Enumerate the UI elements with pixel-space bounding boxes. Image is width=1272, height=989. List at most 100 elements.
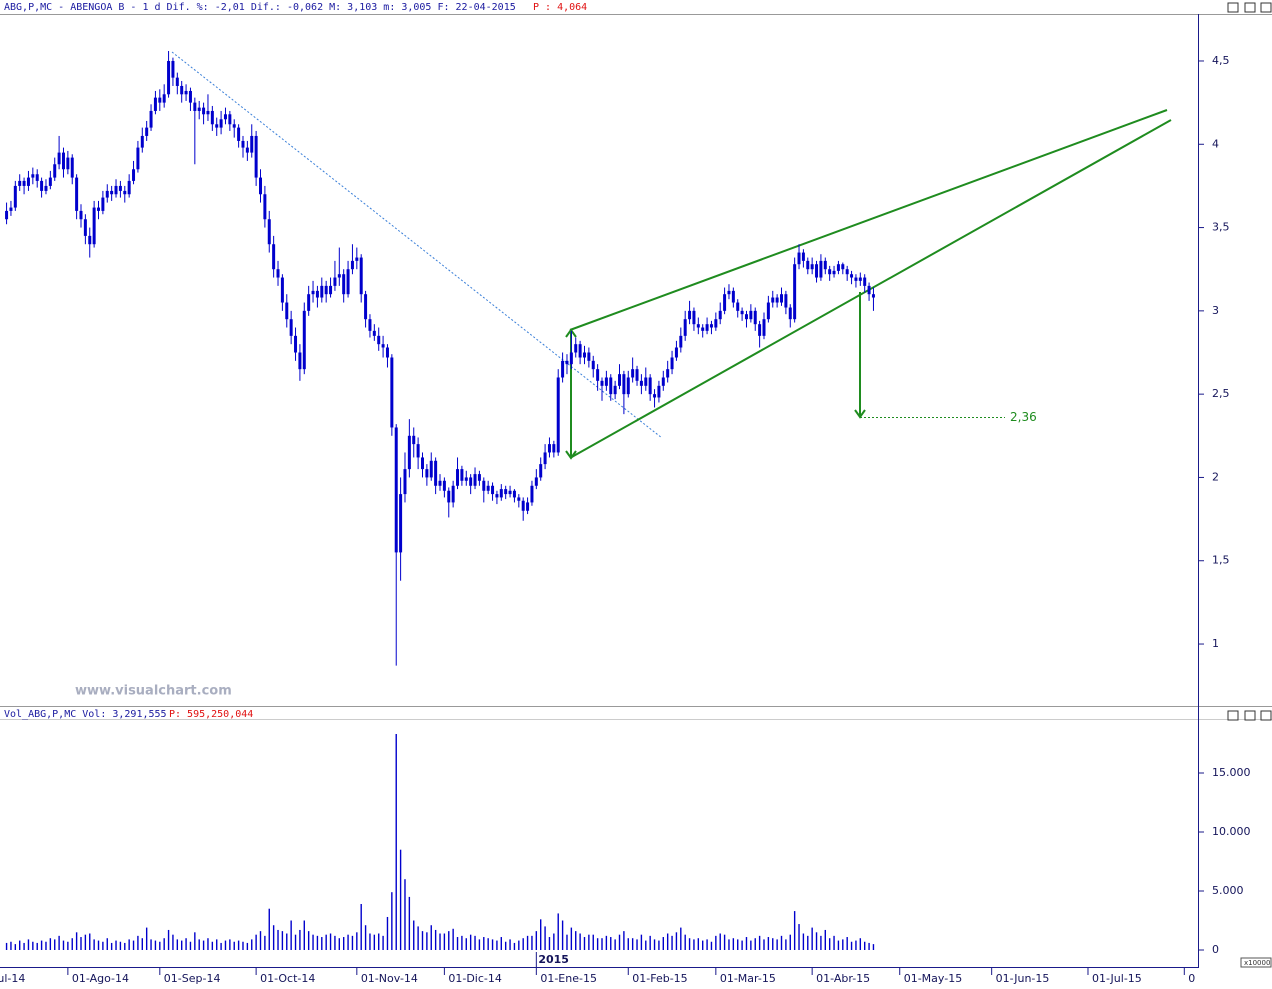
candle-body [399,494,403,553]
y-tick-label: 3,5 [1212,221,1230,234]
candle-body [320,285,324,298]
candle-body [526,502,530,511]
x-tick-label: 01-Jun-15 [996,972,1050,985]
minimize-button[interactable] [1227,2,1239,13]
candle-body [79,210,83,220]
candle-body [460,469,464,481]
candle-body [547,444,551,453]
candle-body [867,285,871,295]
maximize-button[interactable] [1244,710,1256,721]
candle-body [679,335,683,348]
candle-body [744,314,748,320]
candle-body [451,485,455,503]
candle-body [784,294,788,308]
candle-body [644,377,648,386]
candle-body [210,110,214,125]
x-tick-label: 01-May-15 [904,972,962,985]
candle-body [381,344,385,348]
candle-body [508,490,512,495]
candle-body [810,264,814,270]
candle-body [101,197,105,211]
candle-body [145,127,149,136]
close-button[interactable] [1260,710,1272,721]
watermark: www.visualchart.com [75,684,232,699]
candle-body [635,369,639,381]
candle-body [727,290,731,295]
candle-body [184,90,188,95]
candle-body [315,290,319,298]
candle-body [473,474,477,486]
candle-body [118,185,122,191]
candle-body [771,297,775,303]
candle-body [35,174,39,181]
candle-body [171,60,175,78]
year-label: 2015 [538,953,569,966]
candle-body [48,177,52,186]
candle-body [766,302,770,320]
x-tick-label: 0 [1188,972,1195,985]
candle-body [674,347,678,358]
candle-body [26,177,30,186]
chart-title-price: P : 4,064 [533,2,587,13]
close-button[interactable] [1260,2,1272,13]
candle-body [758,324,762,336]
candle-body [836,264,840,271]
candle-body [434,460,438,486]
candle-body [534,477,538,486]
candle-body [666,369,670,378]
candle-body [385,347,389,358]
x-tick-label: 01-Jul-14 [0,972,25,985]
candle-body [512,490,516,498]
candle-body [565,360,569,365]
candle-body [368,319,372,331]
candle-body [241,140,245,148]
candle-body [403,469,407,495]
candle-body [425,469,429,478]
candle-body [797,252,801,265]
candle-body [272,244,276,270]
candle-body [13,185,17,208]
candle-body [653,394,657,398]
candle-body [482,480,486,491]
candle-body [364,294,368,320]
candle-body [819,260,823,278]
y-tick-label: 15.000 [1212,766,1251,779]
candle-body [70,157,74,178]
candle-body [259,177,263,195]
candle-body [245,147,249,153]
target-label: 2,36 [1010,410,1037,424]
candle-body [83,219,87,236]
candle-body [228,114,232,125]
candle-body [793,264,797,320]
candle-body [539,464,543,478]
candle-body [521,500,525,511]
candle-body [801,252,805,261]
minimize-button[interactable] [1227,710,1239,721]
candle-body [140,135,144,148]
unit-box [1240,957,1272,968]
candle-body [688,310,692,320]
candle-body [9,207,13,211]
candle-body [267,219,271,245]
candle-body [53,164,57,178]
candle-body [158,97,162,103]
candle-body [44,185,48,191]
candle-body [377,335,381,345]
candle-body [416,444,420,458]
maximize-button[interactable] [1244,2,1256,13]
candle-body [740,310,744,315]
candle-body [600,380,604,386]
candle-body [390,357,394,428]
candle-body [355,257,359,261]
y-tick-label: 0 [1212,943,1219,956]
candle-body [596,369,600,381]
candle-body [110,190,114,195]
chart-title: ABG,P,MC - ABENGOA B - 1 d Dif. %: -2,01… [4,2,516,13]
candle-body [477,474,481,481]
candle-body [622,374,626,395]
candle-body [18,180,22,186]
candle-body [582,352,586,358]
candle-body [723,294,727,311]
